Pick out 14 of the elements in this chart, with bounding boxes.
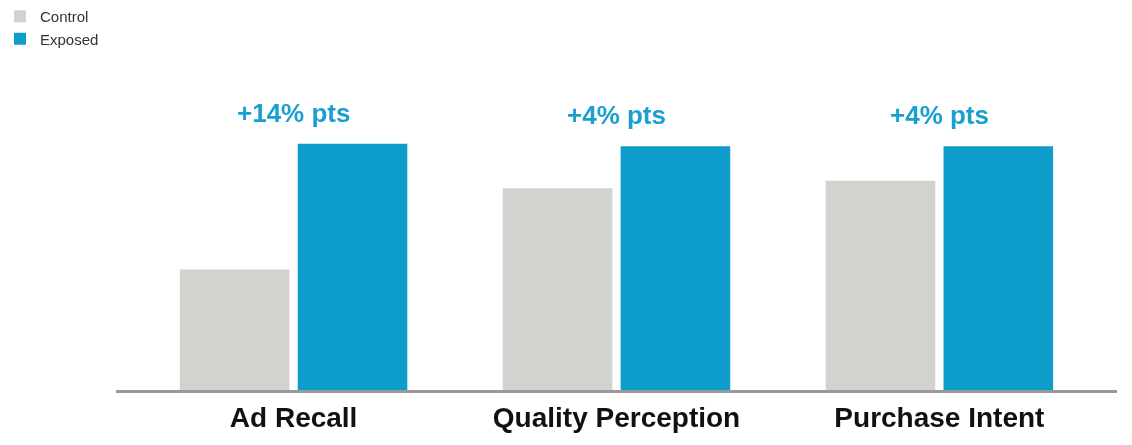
legend-label: Exposed (40, 30, 99, 48)
x-tick-label: Ad Recall (229, 401, 358, 433)
x-tick-label: Purchase Intent (834, 401, 1045, 433)
x-tick-label: Quality Perception (492, 401, 741, 433)
text: +4% pts (567, 100, 666, 130)
bar (943, 146, 1054, 390)
bar (297, 143, 408, 390)
bar (825, 180, 936, 390)
bar (620, 146, 731, 390)
text: +4% pts (890, 100, 989, 130)
legend-label: Control (40, 8, 89, 26)
bar (179, 269, 290, 390)
text: +14% pts (237, 98, 351, 128)
bar (502, 188, 613, 390)
